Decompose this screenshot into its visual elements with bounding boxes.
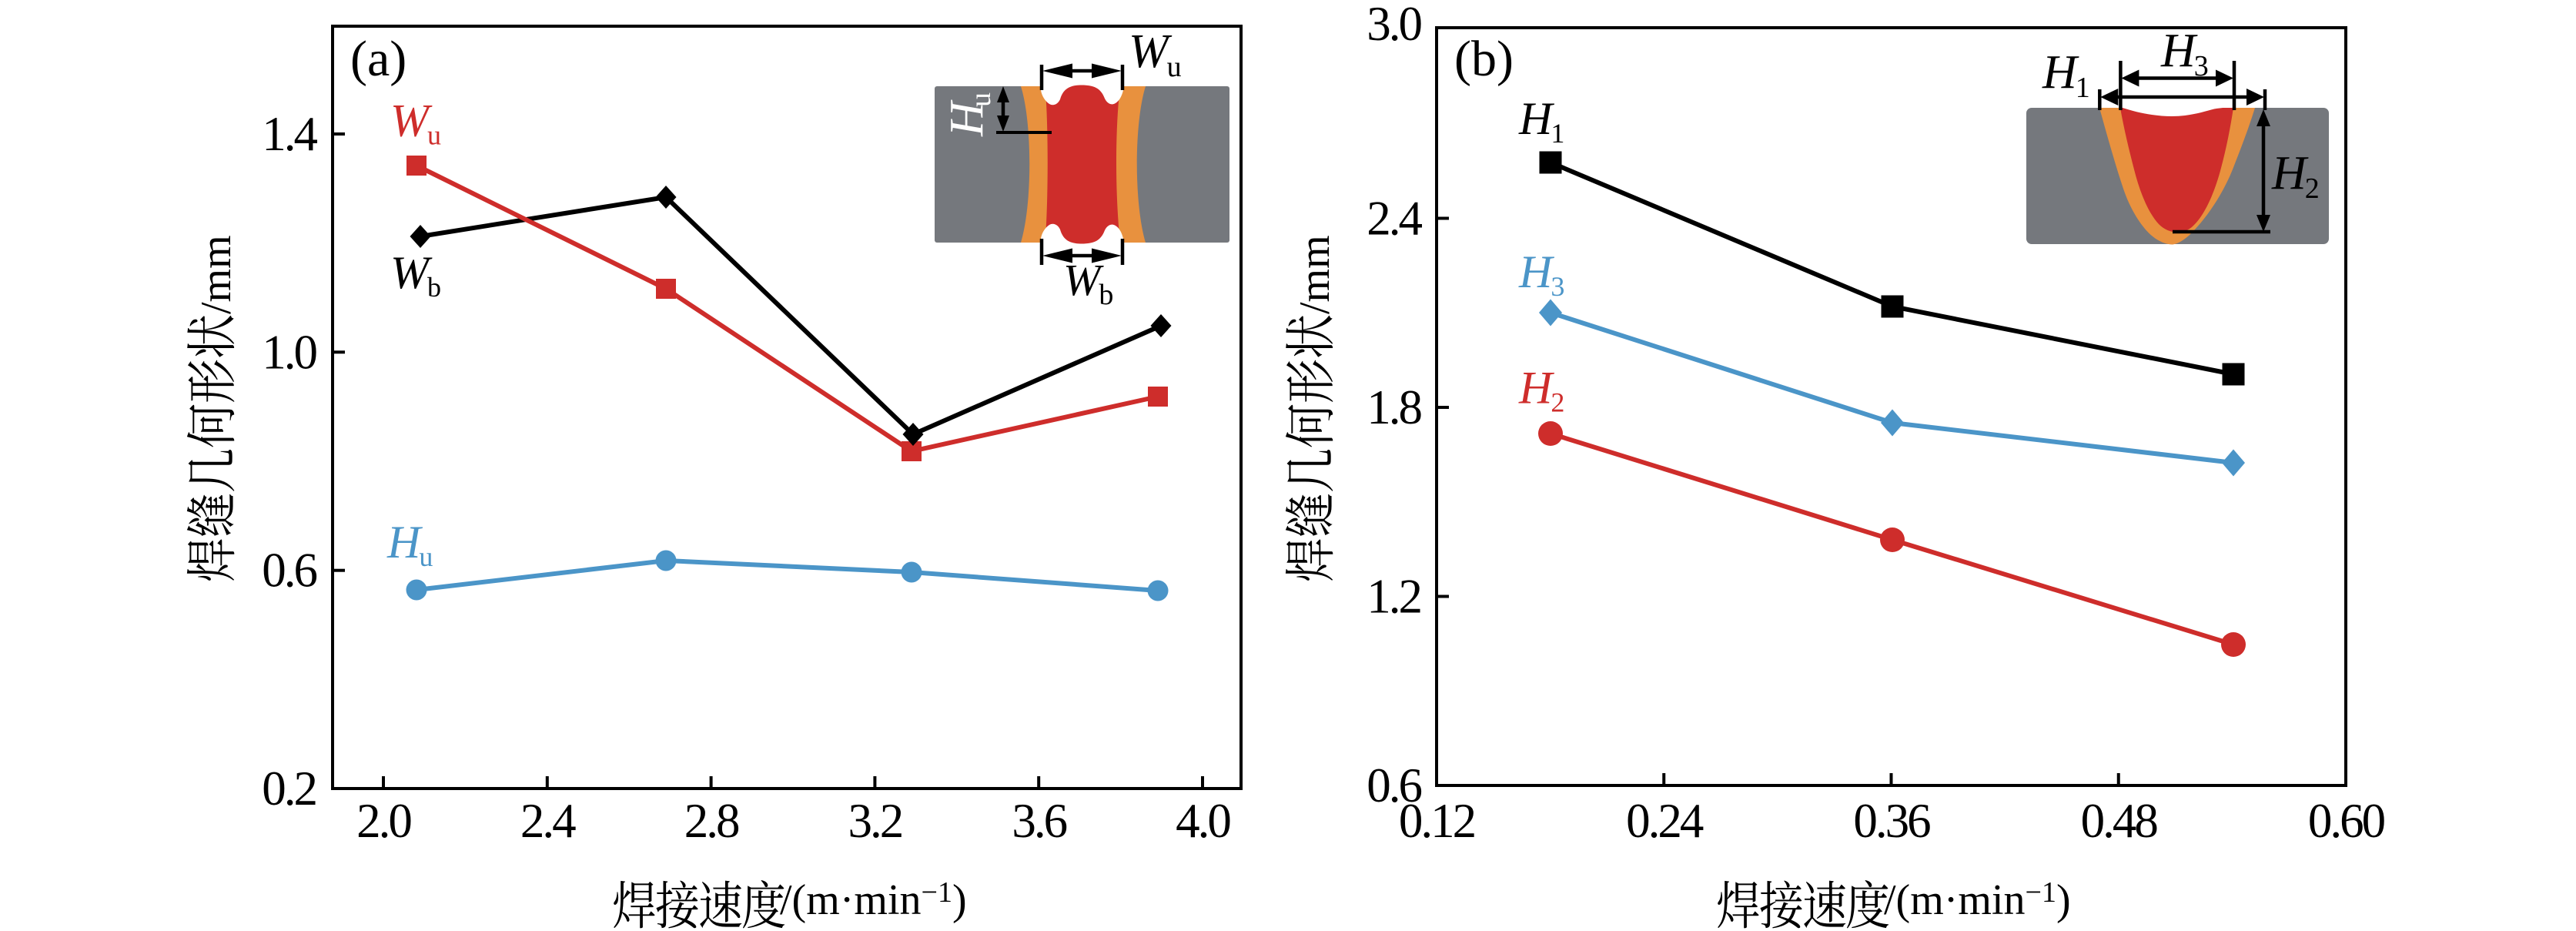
svg-text:1.2: 1.2	[1367, 570, 1420, 624]
svg-text:u: u	[965, 92, 997, 107]
svg-text:1.0: 1.0	[262, 325, 316, 379]
svg-text:0.2: 0.2	[262, 762, 316, 815]
svg-text:3.0: 3.0	[1367, 0, 1421, 51]
svg-text:0.36: 0.36	[1853, 794, 1930, 848]
svg-text:0.60: 0.60	[2308, 794, 2385, 848]
svg-text:2.4: 2.4	[520, 794, 576, 848]
svg-text:2.4: 2.4	[1367, 192, 1422, 246]
svg-text:H: H	[941, 99, 993, 137]
svg-text:(b): (b)	[1454, 31, 1514, 87]
svg-text:0.6: 0.6	[1367, 759, 1421, 812]
svg-text:1.4: 1.4	[262, 107, 317, 161]
svg-text:4.0: 4.0	[1176, 794, 1230, 848]
svg-text:(a): (a)	[350, 31, 406, 87]
svg-text:3.2: 3.2	[848, 794, 902, 848]
svg-text:0.24: 0.24	[1626, 794, 1704, 848]
svg-text:0.6: 0.6	[262, 544, 316, 598]
svg-text:3.6: 3.6	[1012, 794, 1066, 848]
svg-text:0.48: 0.48	[2081, 794, 2158, 848]
svg-text:/mm: /mm	[192, 235, 240, 314]
svg-text:2.8: 2.8	[684, 794, 739, 848]
svg-text:1.8: 1.8	[1367, 380, 1421, 434]
svg-text:2.0: 2.0	[356, 794, 411, 848]
svg-text:0.12: 0.12	[1399, 794, 1475, 848]
svg-text:/mm: /mm	[1291, 235, 1339, 314]
